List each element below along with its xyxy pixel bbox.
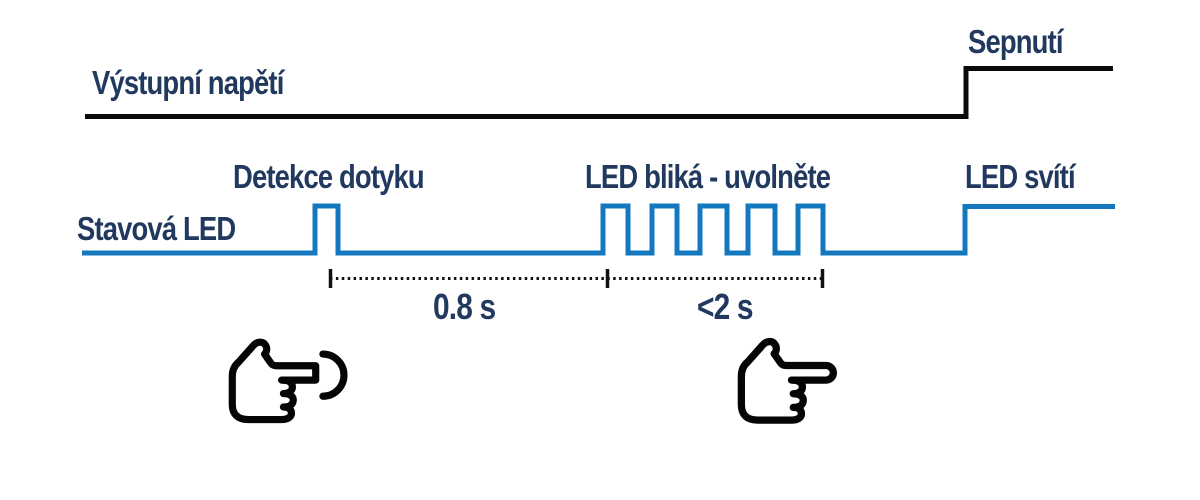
switch-on-label: Sepnutí — [968, 23, 1063, 60]
interval-touch-hold-label: 0.8 s — [433, 286, 496, 327]
led-lit-label: LED svítí — [965, 158, 1076, 195]
touch-detection-label: Detekce dotyku — [233, 158, 425, 195]
hand-outline — [737, 337, 837, 424]
status-led-label: Stavová LED — [77, 210, 236, 247]
touch-hand-icon — [228, 338, 348, 424]
hand-outline — [228, 338, 320, 424]
output-voltage-waveform — [85, 66, 1113, 119]
touch-arc — [319, 350, 348, 400]
point-hand-icon — [737, 337, 837, 424]
output-voltage-label: Výstupní napětí — [92, 64, 284, 101]
interval-blink-label: <2 s — [697, 286, 754, 327]
status-led-waveform — [82, 203, 1115, 256]
led-blinking-label: LED bliká - uvolněte — [585, 158, 831, 195]
